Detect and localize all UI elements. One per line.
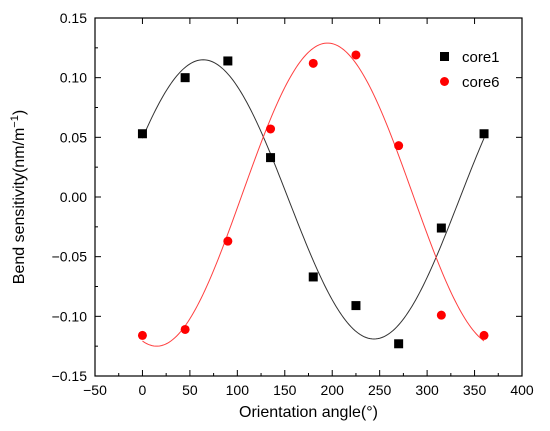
x-tick-label: 400 [510,382,534,398]
plot-area [94,17,523,377]
legend-label-core1: core1 [462,49,500,66]
x-tick-label: 100 [226,382,250,398]
x-axis: −50 0 50 100 150 200 250 300 350 400 [83,18,534,398]
y-tick-label: 0.10 [60,70,87,86]
legend-marker-core6 [440,77,449,86]
fit-curve-core6 [142,42,485,347]
point-core1 [223,56,233,66]
point-core1 [351,301,361,311]
point-core6 [436,310,446,320]
y-tick-label: 0.05 [60,129,87,145]
x-tick-label: 0 [139,382,147,398]
point-core1 [394,339,404,349]
y-tick-label: −0.05 [52,249,88,265]
point-core6 [180,324,190,334]
point-core1 [308,272,318,282]
point-core6 [266,124,276,134]
point-core6 [308,58,318,68]
y-axis-title: Bend sensitivity(nm/m−1) [9,110,28,284]
point-core1 [137,129,147,139]
data-points [137,50,489,349]
point-core1 [180,73,190,83]
fit-curves [141,42,485,347]
point-core1 [266,153,276,163]
x-tick-label: 250 [368,382,392,398]
x-axis-title: Orientation angle(°) [239,404,378,421]
y-tick-label: 0.15 [60,10,87,26]
point-core6 [479,330,489,340]
point-core6 [137,330,147,340]
point-core6 [394,141,404,151]
point-core6 [351,50,361,60]
y-tick-label: −0.15 [52,368,88,384]
point-core1 [479,129,489,139]
y-tick-label: −0.10 [52,308,88,324]
y-axis: −0.15 −0.10 −0.05 0.00 0.05 0.10 0.15 [52,10,522,384]
fit-curve-core1 [141,59,485,340]
x-tick-label: 350 [463,382,487,398]
x-tick-label: 300 [415,382,439,398]
y-tick-label: 0.00 [60,189,87,205]
legend: core1 core6 [440,49,500,91]
x-tick-label: −50 [83,382,107,398]
x-tick-label: 150 [273,382,297,398]
plot-frame [94,17,523,377]
point-core1 [436,223,446,233]
point-core6 [223,236,233,246]
x-tick-label: 200 [321,382,345,398]
x-tick-label: 50 [182,382,198,398]
legend-marker-core1 [440,52,449,61]
legend-label-core6: core6 [462,74,500,91]
